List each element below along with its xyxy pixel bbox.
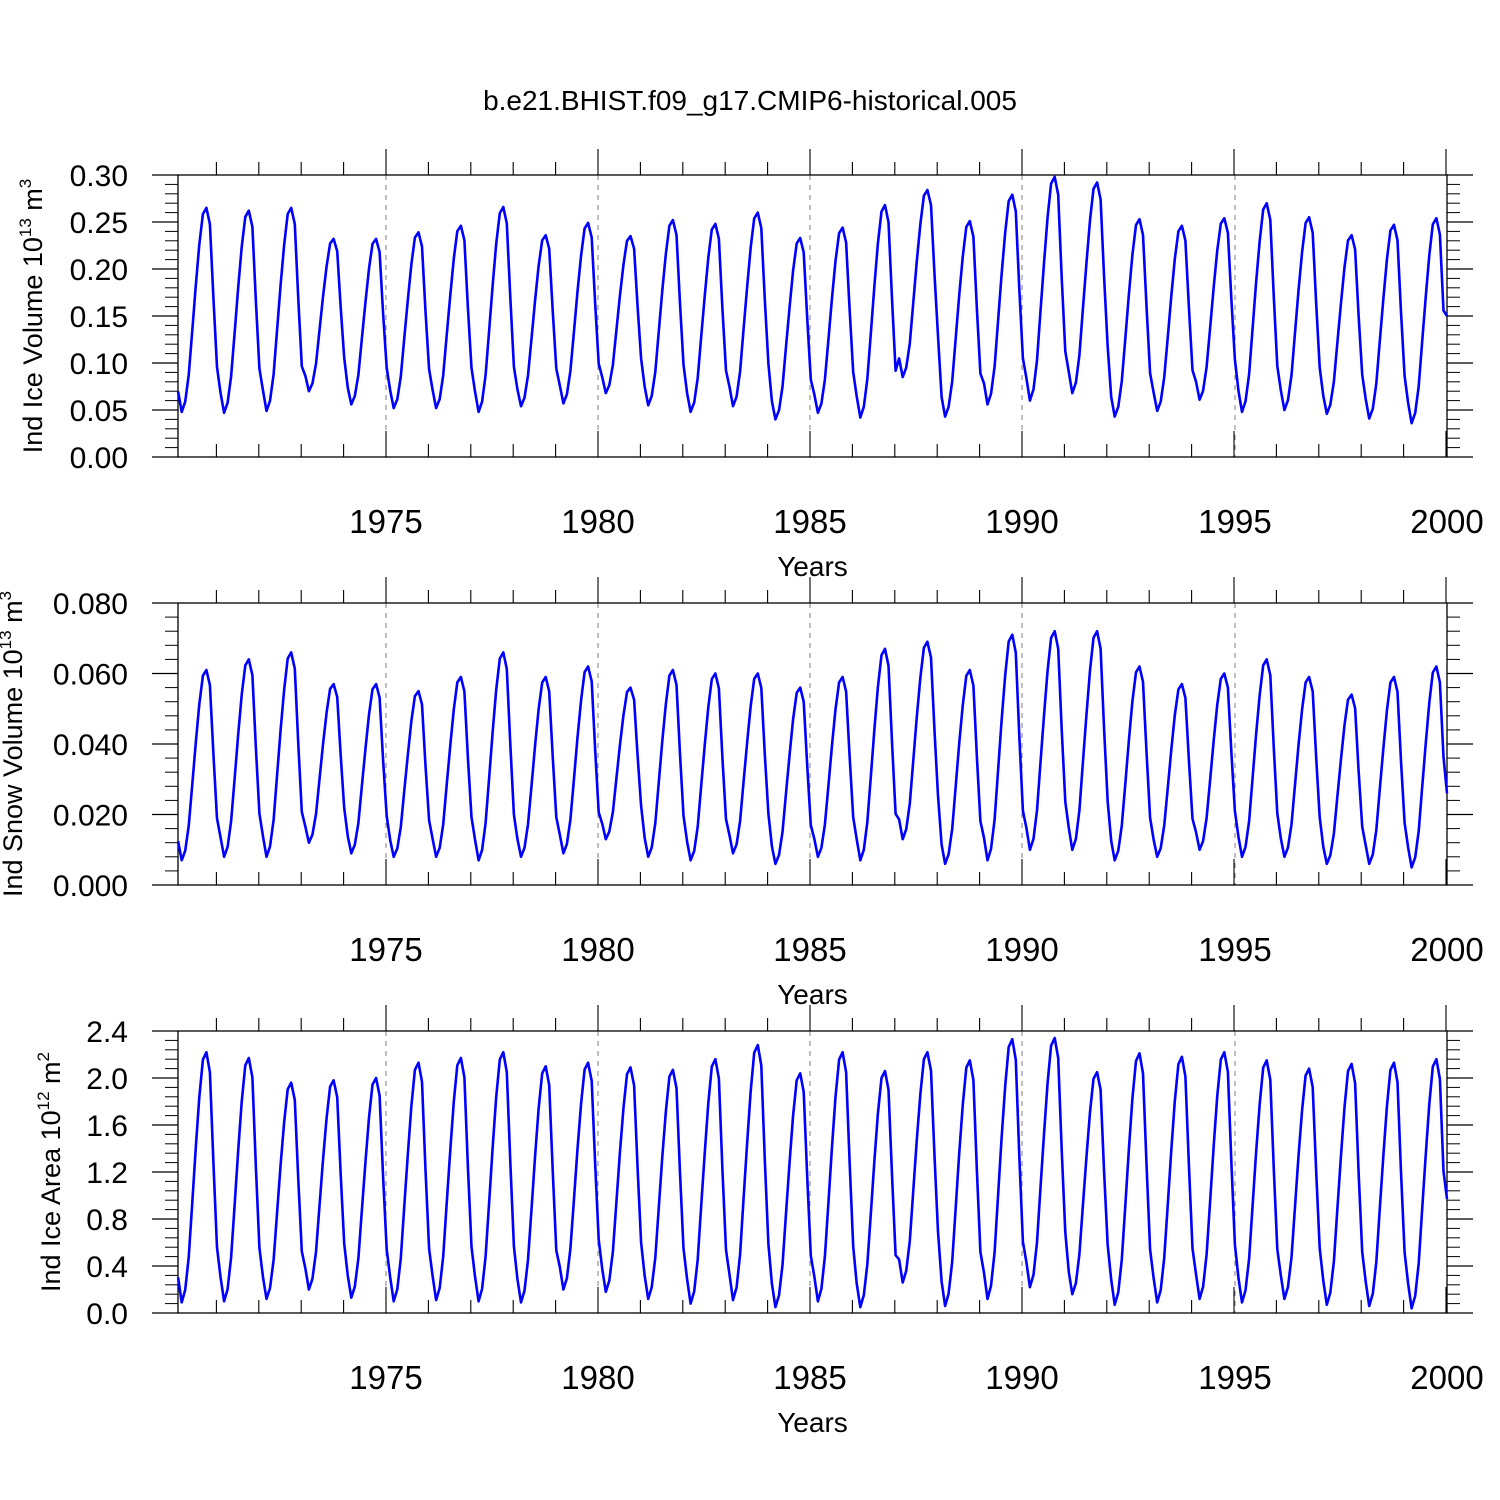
x-tick-label: 1995: [1198, 503, 1271, 540]
x-tick-label: 1985: [773, 503, 846, 540]
x-tick-label: 2000: [1410, 1359, 1483, 1396]
x-tick-label: 1995: [1198, 1359, 1271, 1396]
x-tick-label: 1980: [561, 1359, 634, 1396]
y-axis-label-text: m: [36, 1061, 66, 1091]
x-tick-label: 1985: [773, 1359, 846, 1396]
y-tick-label: 0.15: [70, 301, 128, 334]
plot-frame: [177, 602, 1448, 886]
y-tick-label: 0.00: [70, 442, 128, 475]
x-axis-label: Years: [777, 979, 848, 1010]
y-axis-label-text: m: [0, 600, 28, 630]
y-tick-label: 0.8: [86, 1204, 128, 1237]
y-axis-label-exponent: 13: [0, 630, 15, 649]
x-tick-label: 1980: [561, 503, 634, 540]
x-tick-label: 2000: [1410, 931, 1483, 968]
x-tick-label: 1975: [349, 503, 422, 540]
y-tick-label: 0.20: [70, 254, 128, 287]
y-tick-label: 1.6: [86, 1110, 128, 1143]
y-tick-label: 1.2: [86, 1157, 128, 1190]
series-line-ind-ice-area: [176, 1036, 1449, 1310]
x-tick-label: 1990: [985, 1359, 1058, 1396]
figure-title: b.e21.BHIST.f09_g17.CMIP6-historical.005: [483, 85, 1017, 116]
y-axis-label-exponent: 3: [16, 179, 35, 188]
y-tick-label: 0.10: [70, 348, 128, 381]
y-tick-label: 0.000: [53, 870, 128, 903]
y-tick-label: 0.060: [53, 659, 128, 692]
y-tick-label: 0.25: [70, 207, 128, 240]
x-tick-label: 1990: [985, 931, 1058, 968]
y-axis-label: Ind Ice Area 1012 m2: [34, 1052, 66, 1292]
x-tick-label: 2000: [1410, 503, 1483, 540]
x-tick-label: 1985: [773, 931, 846, 968]
x-tick-label: 1975: [349, 931, 422, 968]
y-axis-label: Ind Snow Volume 1013 m3: [0, 591, 28, 897]
y-axis-label-exponent: 3: [0, 591, 15, 600]
y-tick-label: 0.080: [53, 588, 128, 621]
y-axis-label-exponent: 12: [34, 1091, 53, 1110]
y-tick-label: 0.30: [70, 160, 128, 193]
series-line-ind-snow-volume: [176, 629, 1449, 869]
y-tick-label: 0.0: [86, 1298, 128, 1331]
x-tick-label: 1975: [349, 1359, 422, 1396]
y-tick-label: 0.05: [70, 395, 128, 428]
y-tick-label: 0.4: [86, 1251, 128, 1284]
y-tick-label: 0.040: [53, 729, 128, 762]
x-axis-label: Years: [777, 1407, 848, 1438]
y-axis-label-exponent: 13: [16, 218, 35, 237]
x-tick-label: 1995: [1198, 931, 1271, 968]
plot-frame: [177, 174, 1448, 458]
y-tick-label: 0.020: [53, 800, 128, 833]
y-tick-label: 2.4: [86, 1016, 128, 1049]
y-axis-label-text: Ind Ice Volume 10: [18, 237, 48, 453]
x-axis-label: Years: [777, 551, 848, 582]
y-axis-label: Ind Ice Volume 1013 m3: [16, 179, 48, 454]
y-axis-label-text: Ind Ice Area 10: [36, 1110, 66, 1292]
y-axis-label-text: Ind Snow Volume 10: [0, 649, 28, 897]
y-tick-label: 2.0: [86, 1063, 128, 1096]
y-axis-label-exponent: 2: [34, 1052, 53, 1061]
series-line-ind-ice-volume: [176, 175, 1449, 425]
x-tick-label: 1980: [561, 931, 634, 968]
y-axis-label-text: m: [18, 188, 48, 218]
x-tick-label: 1990: [985, 503, 1058, 540]
